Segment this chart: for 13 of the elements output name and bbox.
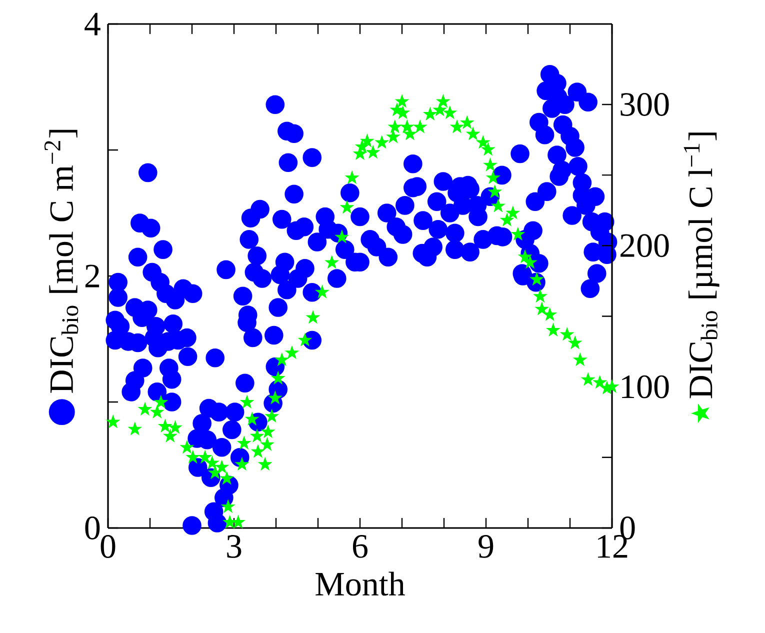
y-tick-label: 0 xyxy=(85,516,100,540)
x-tick-label: 6 xyxy=(352,535,368,558)
y-tick-label: 4 xyxy=(84,12,100,36)
y2-axis-title: DIC$_{bio}$ [µmol C l$^{−1}$] xyxy=(684,132,720,398)
y2-tick-label: 200 xyxy=(620,234,669,258)
y2-tick-label: 100 xyxy=(622,375,669,398)
y-axis-title: DIC$_{bio}$ [mol C m$^{−2}$] xyxy=(44,130,78,393)
y-tick-label: 2 xyxy=(85,264,100,288)
x-axis-title: Month xyxy=(316,572,405,596)
x-tick-label: 9 xyxy=(478,535,494,558)
x-tick-label: 0 xyxy=(100,535,116,558)
x-tick-label: 3 xyxy=(227,535,242,558)
y2-tick-label: 300 xyxy=(620,92,669,116)
